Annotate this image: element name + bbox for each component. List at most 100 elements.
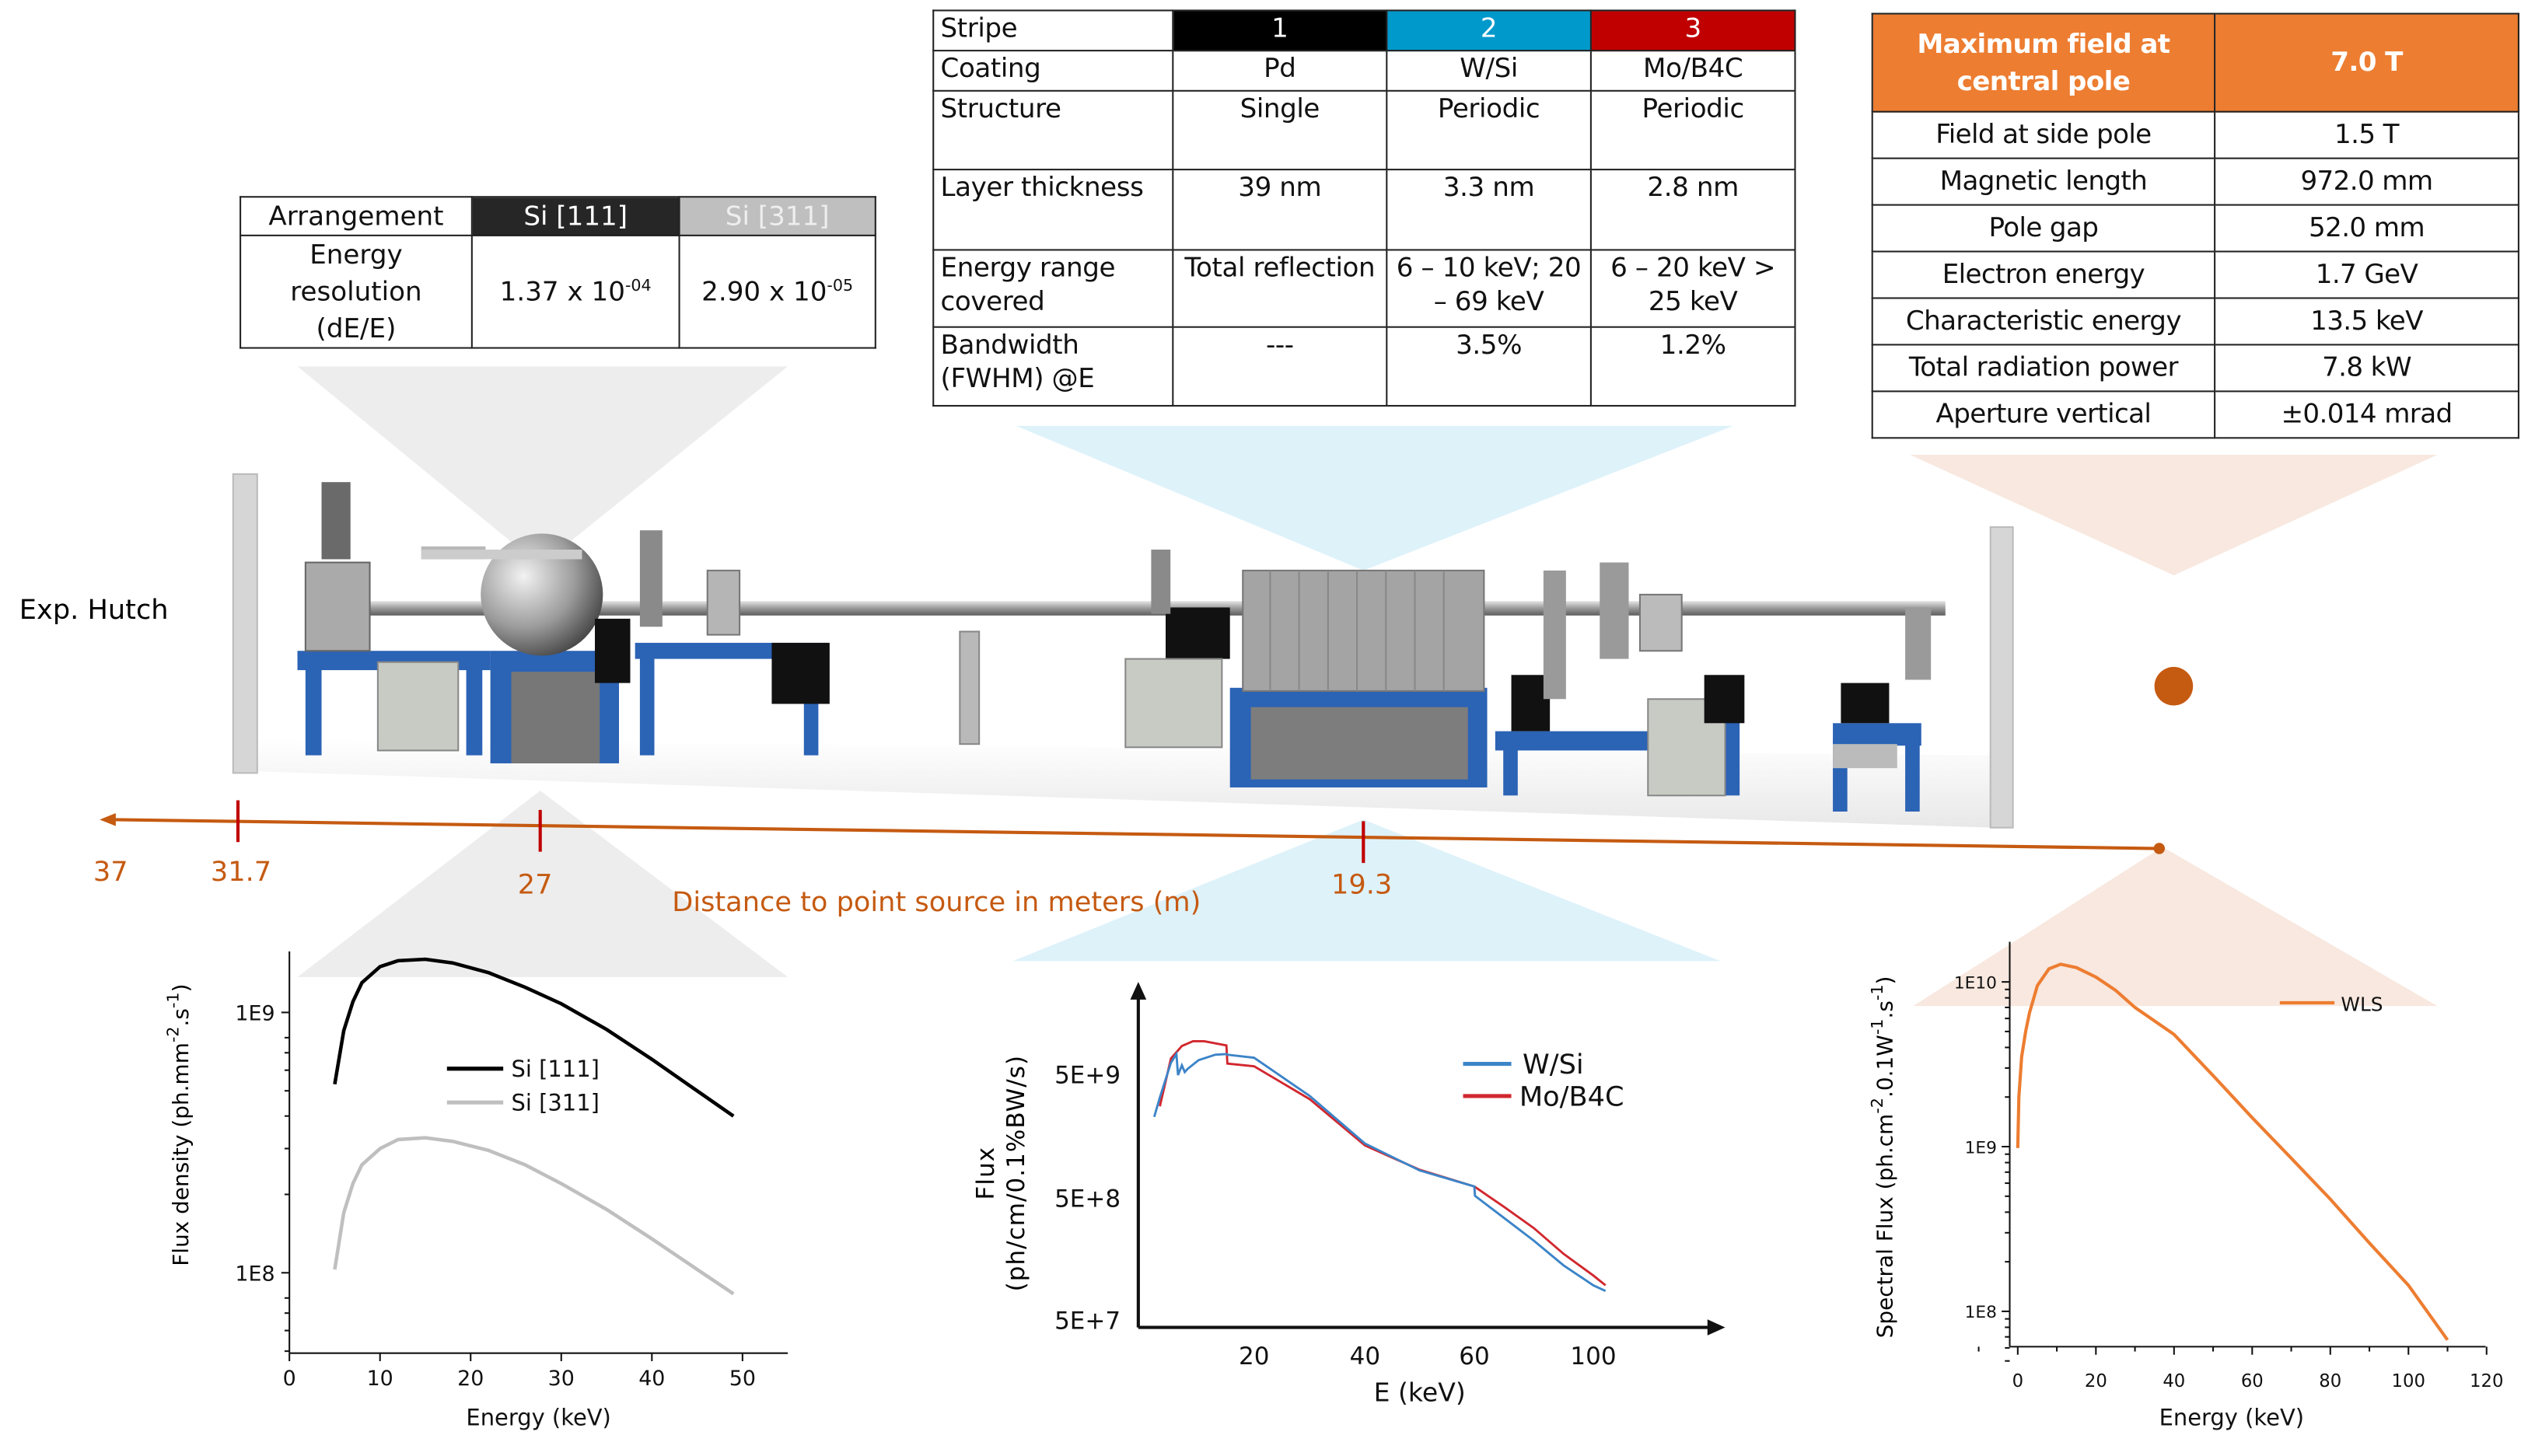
chart1-y-tick-label: 1E8: [235, 1262, 274, 1287]
chart1-series-si111: [333, 957, 735, 1118]
chart1-x-tick-label: 20: [457, 1367, 484, 1391]
wls-param-label: Characteristic energy: [1871, 297, 2216, 346]
mirror-table-row: Energy range covered Total reflection 6 – …: [932, 249, 1796, 328]
distance-label-31-7: 31.7: [210, 856, 272, 889]
mirror-cell: W/Si: [1386, 50, 1592, 92]
chart3-ylabel-end: ): [1872, 976, 1899, 985]
chart3-ylabel-mid2: .s: [1872, 1000, 1899, 1019]
wls-param-value: ±0.014 mrad: [2214, 390, 2519, 439]
chart2-y-tick-label: 5E+9: [1054, 1061, 1121, 1089]
mirror-cell: 2.8 nm: [1589, 169, 1796, 251]
si111-header: Si [111]: [470, 196, 680, 236]
source-projection-bottom: [1913, 847, 2438, 1007]
chart2-ylabel: Flux (ph/cm/0.1%BW/s): [971, 1055, 1033, 1291]
monochromator-table: Arrangement Si [111] Si [311] Energy res…: [240, 196, 876, 349]
distance-label-37: 37: [93, 856, 128, 889]
wls-param-label: Pole gap: [1871, 204, 2216, 253]
wls-table-row: Magnetic length 972.0 mm: [1871, 157, 2519, 206]
max-field-value: 7.0 T: [2214, 12, 2519, 113]
chart3-x-label: Energy (keV): [2159, 1405, 2304, 1431]
chart2-y-tick-label: 5E+7: [1054, 1308, 1121, 1336]
distance-axis-arrow: [100, 813, 116, 826]
si311-mantissa: 2.90 x 10: [701, 276, 827, 307]
si111-resolution: 1.37 x 10-04: [470, 234, 680, 349]
chart2-x-tick-label: 40: [1350, 1343, 1380, 1370]
chart3-x-tick-label: 40: [2163, 1371, 2185, 1391]
arrangement-header: Arrangement: [240, 196, 473, 236]
distance-axis: [109, 818, 2159, 850]
wls-param-value: 972.0 mm: [2214, 157, 2519, 206]
mirror-row-label: Coating: [932, 50, 1174, 92]
chart1-ylabel-sup1: -2: [165, 1026, 184, 1043]
chart2-x-tick-label: 100: [1570, 1343, 1616, 1370]
si111-exponent: -04: [624, 278, 652, 296]
chart1-legend-label: Si [111]: [511, 1056, 599, 1082]
mirror-table: Stripe 1 2 3 Coating Pd W/Si Mo/B4C Structure Sin…: [932, 9, 1796, 407]
mirror-projection-top: [1016, 425, 1733, 571]
chart1-ylabel-sup2: -1: [165, 992, 184, 1009]
mirror-station: [1124, 550, 1488, 787]
chart3-x-tick-label: 80: [2319, 1371, 2341, 1391]
mirror-cell: 1: [1172, 9, 1388, 52]
si311-header: Si [311]: [678, 196, 876, 236]
mirror-row-label: Structure: [932, 89, 1174, 171]
chart3-ylabel-sup1: -2: [1869, 1098, 1888, 1114]
chart2-series-wsi: [1152, 1050, 1607, 1292]
mirror-row-label: Stripe: [932, 9, 1174, 52]
mirror-cell: ---: [1172, 326, 1388, 407]
chart1-x-tick-label: 0: [283, 1367, 296, 1391]
distance-label-27: 27: [517, 869, 553, 902]
wls-param-label: Field at side pole: [1871, 110, 2216, 159]
chart2-y-tick-label: 5E+8: [1054, 1185, 1121, 1213]
chart3-x-tick-label: 60: [2241, 1371, 2264, 1391]
floor-shadow: [257, 738, 1991, 828]
chart1-series-si311: [333, 1136, 735, 1296]
chart3-ylabel-sup3: -1: [1869, 984, 1888, 1001]
monochromator: [421, 533, 631, 763]
mirror-cell: Mo/B4C: [1589, 50, 1796, 92]
mirror-table-row: Stripe 1 2 3: [932, 9, 1796, 52]
mirror-cell: 1.2%: [1589, 326, 1796, 407]
chart1-legend-label: Si [311]: [511, 1090, 599, 1116]
wls-param-value: 13.5 keV: [2214, 297, 2519, 346]
chart3-ylabel-mid: .0.1W: [1872, 1035, 1899, 1098]
wls-table-row: Aperture vertical ±0.014 mrad: [1871, 390, 2519, 439]
wls-table: Maximum field at central pole 7.0 T Fiel…: [1871, 12, 2519, 439]
mirror-cell: 2: [1386, 9, 1592, 52]
chart2-ylabel-wrap: Flux (ph/cm/0.1%BW/s): [961, 1028, 1041, 1318]
chart1-x-tick-label: 30: [548, 1367, 575, 1391]
hutch-wall-right: [1989, 526, 2014, 829]
chart2-ylabel-line2: (ph/cm/0.1%BW/s): [1002, 1054, 1031, 1292]
chart3-y-tick-label: 1E10: [1954, 973, 1997, 993]
mirror-cell: 3.3 nm: [1386, 169, 1592, 251]
chart3-ylabel: Spectral Flux (ph.cm-2.0.1W-1.s-1): [1869, 976, 1899, 1339]
wls-param-value: 1.7 GeV: [2214, 250, 2519, 299]
pipe-support: [959, 630, 981, 745]
max-field-label: Maximum field at central pole: [1871, 12, 2216, 113]
si311-resolution: 2.90 x 10-05: [678, 234, 876, 349]
chart2-x-axis-arrow: [1707, 1319, 1726, 1336]
mirror-cell: 39 nm: [1172, 169, 1388, 251]
mono-projection-bottom: [297, 791, 788, 977]
wls-param-value: 52.0 mm: [2214, 204, 2519, 253]
chart3-legend-label: WLS: [2341, 993, 2383, 1015]
si111-mantissa: 1.37 x 10: [499, 276, 625, 307]
mirror-cell: Pd: [1172, 50, 1388, 92]
chart2-series-mob4c: [1159, 1039, 1607, 1287]
mirror-row-label: Bandwidth (FWHM) @E: [932, 326, 1174, 407]
wls-table-row: Characteristic energy 13.5 keV: [1871, 297, 2519, 346]
mirror-cell: 6 – 20 keV > 25 keV: [1589, 249, 1796, 328]
chart1-x-tick-label: 40: [638, 1367, 665, 1391]
wls-param-value: 1.5 T: [2214, 110, 2519, 159]
chart3-ylabel-sup2: -1: [1869, 1018, 1888, 1035]
mirror-row-label: Energy range covered: [932, 249, 1174, 328]
chart1-ylabel-mid: .s: [169, 1008, 195, 1027]
chart3-ylabel-wrap: Spectral Flux (ph.cm-2.0.1W-1.s-1): [1849, 964, 1923, 1350]
chart2-y-axis-arrow: [1130, 982, 1147, 1000]
chart3-x-tick-label: 120: [2470, 1371, 2503, 1391]
wls-table-row: Electron energy 1.7 GeV: [1871, 250, 2519, 299]
distance-axis-origin: [2153, 843, 2166, 854]
distance-label-19-3: 19.3: [1330, 869, 1393, 902]
chart1-x-tick-label: 10: [367, 1367, 393, 1391]
